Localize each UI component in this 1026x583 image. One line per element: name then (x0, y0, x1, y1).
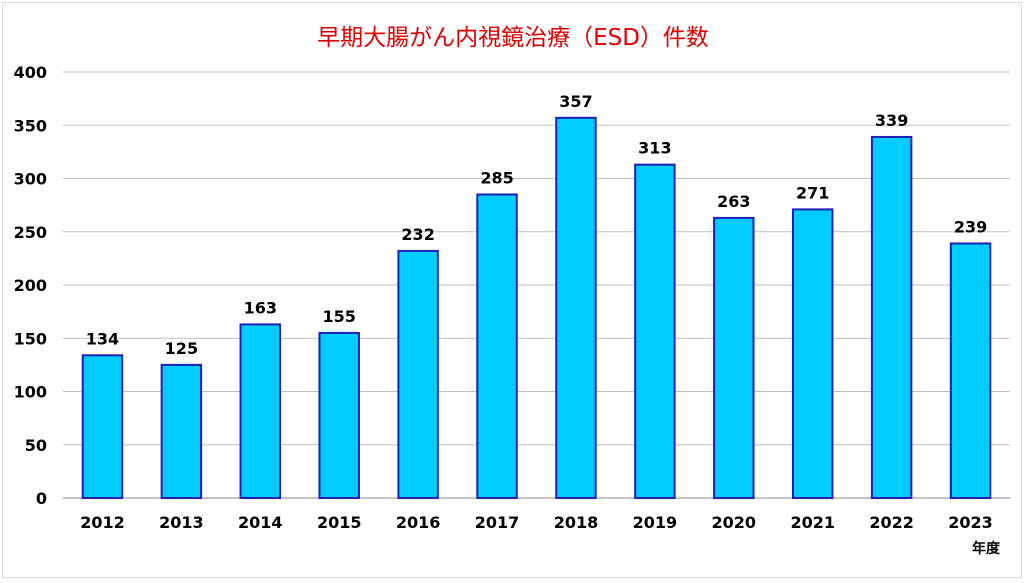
bar-2012 (81, 354, 124, 500)
chart-title: 早期大腸がん内視鏡治療（ESD）件数 (317, 25, 709, 51)
y-tick-label: 0 (36, 489, 47, 508)
data-label-2018: 357 (559, 92, 592, 111)
bar-2016 (397, 249, 439, 499)
x-tick-label: 2021 (790, 513, 835, 532)
x-tick-label: 2020 (712, 513, 757, 532)
x-tick-label: 2023 (948, 513, 993, 532)
y-axis-ticks: 0 50 100 150 200 250 300 350 400 (14, 63, 47, 508)
bar-2018 (555, 116, 597, 499)
data-label-2019: 313 (638, 139, 671, 158)
bar-2017 (476, 193, 518, 499)
x-tick-label: 2017 (475, 513, 520, 532)
y-tick-label: 100 (14, 383, 47, 402)
y-tick-label: 300 (14, 170, 47, 189)
bar-2013 (160, 363, 203, 499)
y-tick-label: 150 (14, 329, 47, 348)
data-label-2023: 239 (954, 217, 987, 236)
x-axis-ticks: 2012 2013 2014 2015 2016 2017 2018 2019 2020 2021… (80, 513, 993, 532)
data-label-2017: 285 (480, 168, 513, 187)
bar-2015 (318, 331, 360, 499)
gridlines (63, 71, 1010, 499)
x-tick-label: 2015 (317, 513, 362, 532)
data-label-2014: 163 (244, 298, 277, 317)
data-label-2012: 134 (86, 329, 119, 348)
data-label-2022: 339 (875, 111, 908, 130)
y-tick-label: 350 (14, 116, 47, 135)
y-tick-label: 50 (25, 436, 47, 455)
data-label-2021: 271 (796, 183, 829, 202)
data-labels: 134 125 163 155 232 285 357 313 263 271 339 239 (86, 92, 987, 358)
bar-2020 (713, 216, 755, 499)
bars (81, 116, 992, 500)
y-tick-label: 200 (14, 276, 47, 295)
bar-2023 (949, 242, 992, 499)
bar-2022 (870, 135, 913, 499)
y-tick-label: 400 (14, 63, 47, 82)
data-label-2015: 155 (323, 307, 356, 326)
data-label-2013: 125 (165, 339, 198, 358)
x-axis-label: 年度 (972, 540, 1001, 557)
x-tick-label: 2013 (159, 513, 204, 532)
x-tick-label: 2014 (238, 513, 283, 532)
x-tick-label: 2012 (80, 513, 125, 532)
bar-2014 (239, 323, 282, 499)
bar-2021 (791, 208, 834, 499)
x-tick-label: 2018 (554, 513, 599, 532)
x-tick-label: 2019 (633, 513, 678, 532)
bar-2019 (634, 163, 676, 499)
data-label-2020: 263 (717, 192, 750, 211)
x-tick-label: 2022 (869, 513, 914, 532)
x-tick-label: 2016 (396, 513, 441, 532)
y-tick-label: 250 (14, 223, 47, 242)
data-label-2016: 232 (401, 225, 434, 244)
